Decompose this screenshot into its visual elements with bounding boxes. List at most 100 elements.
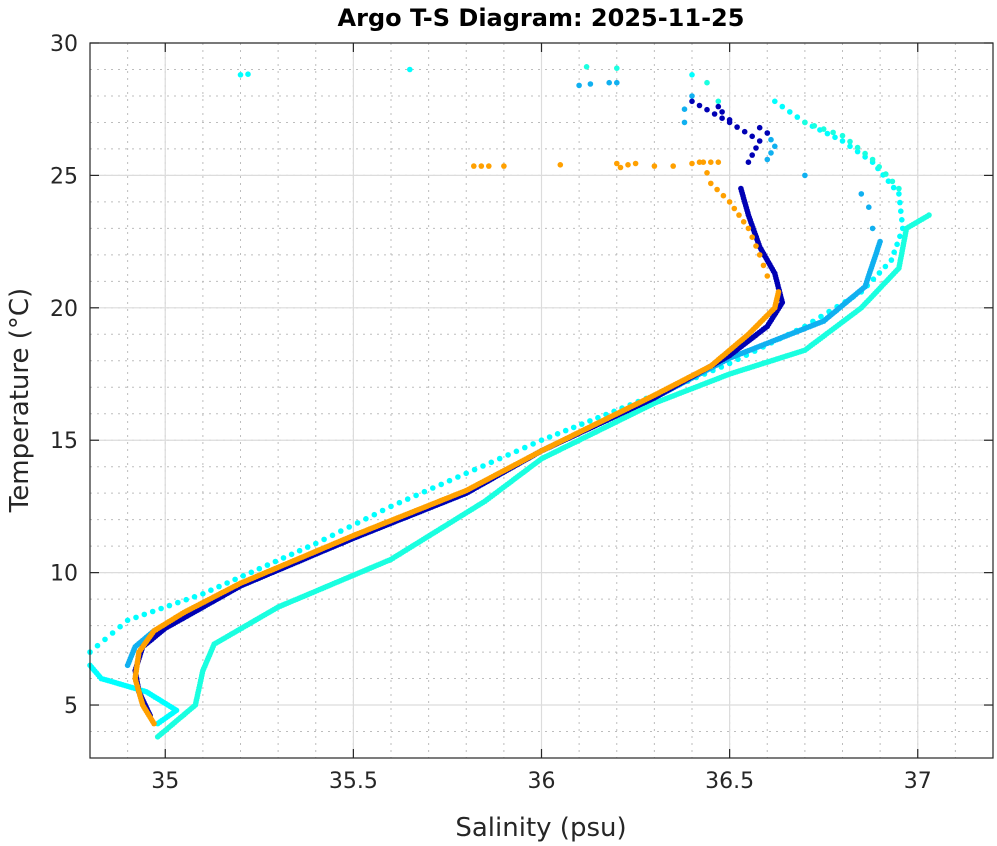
profile-dark-blue-point bbox=[741, 128, 748, 135]
profile-light-blue-point bbox=[877, 238, 883, 245]
profile-orange-point bbox=[670, 163, 676, 169]
x-tick-label: 36 bbox=[528, 769, 556, 794]
profile-cyan-a-point bbox=[166, 602, 173, 609]
profile-cyan-a-point bbox=[463, 470, 470, 477]
x-tick-label: 35 bbox=[151, 769, 179, 794]
profile-orange-point bbox=[775, 289, 782, 295]
profile-cyan-a-point bbox=[280, 555, 287, 561]
profile-cyan-a-point bbox=[404, 496, 411, 502]
profile-dark-blue-point bbox=[715, 103, 722, 110]
profile-cyan-a-point bbox=[175, 599, 181, 606]
profile-orange-point bbox=[617, 164, 624, 171]
profile-cyan-a-point bbox=[329, 532, 336, 539]
profile-cyan-a-point bbox=[876, 270, 883, 276]
profile-orange-point bbox=[689, 160, 695, 167]
profile-cyan-a-point bbox=[245, 71, 251, 77]
profile-light-blue-point bbox=[764, 156, 771, 163]
profile-cyan-a-point bbox=[496, 455, 503, 462]
x-tick-label: 37 bbox=[904, 769, 932, 794]
profile-cyan-a-point bbox=[288, 551, 295, 558]
profile-orange-point bbox=[478, 163, 485, 169]
profile-light-blue-point bbox=[768, 150, 774, 156]
profile-orange-point bbox=[753, 243, 759, 249]
profile-cyan-b-point bbox=[811, 123, 818, 129]
profile-dark-blue-point bbox=[726, 117, 733, 123]
profile-cyan-a-point bbox=[248, 569, 255, 576]
profile-cyan-b-point bbox=[876, 164, 882, 170]
profile-cyan-a-point bbox=[388, 503, 394, 510]
profile-cyan-a-point bbox=[191, 594, 198, 600]
profile-cyan-a-point bbox=[870, 276, 877, 283]
profile-cyan-a-point bbox=[772, 98, 778, 105]
profile-cyan-a-point bbox=[396, 499, 403, 506]
profile-orange-point bbox=[486, 163, 492, 169]
profile-dark-blue-point bbox=[719, 115, 725, 121]
profile-cyan-a-point bbox=[839, 138, 846, 144]
profile-orange-point bbox=[731, 205, 738, 212]
profile-cyan-a-point bbox=[133, 614, 139, 621]
profile-cyan-a-point bbox=[546, 434, 553, 440]
profile-cyan-a-point bbox=[313, 540, 319, 547]
profile-cyan-a-point bbox=[102, 636, 108, 643]
profile-light-blue-point bbox=[587, 81, 594, 87]
profile-orange-point bbox=[720, 192, 727, 199]
profile-cyan-a-point bbox=[141, 611, 148, 618]
profile-cyan-b-point bbox=[896, 185, 902, 192]
profile-light-blue-point bbox=[802, 172, 808, 179]
profile-orange-point bbox=[632, 160, 639, 167]
profile-orange-point bbox=[736, 212, 742, 218]
profile-orange-point bbox=[715, 159, 722, 165]
profile-light-blue-point bbox=[614, 79, 620, 86]
profile-cyan-b-point bbox=[704, 79, 710, 86]
profile-cyan-a-point bbox=[505, 452, 511, 458]
profile-cyan-a-point bbox=[240, 573, 246, 579]
profile-cyan-a-point bbox=[832, 134, 838, 141]
profile-cyan-b-point bbox=[847, 138, 853, 145]
chart-title: Argo T-S Diagram: 2025-11-25 bbox=[338, 4, 745, 32]
profile-cyan-a-point bbox=[595, 414, 601, 421]
profile-light-blue-point bbox=[869, 225, 876, 232]
profile-dark-blue-point bbox=[704, 106, 710, 113]
profile-cyan-a-point bbox=[338, 528, 344, 534]
profile-orange-point bbox=[471, 163, 477, 169]
profile-cyan-a-point bbox=[898, 208, 904, 214]
profile-cyan-a-point bbox=[579, 421, 585, 427]
axis-ticks: 35 35.5 36 36.5 37 5 10 15 20 25 30 bbox=[50, 32, 993, 794]
y-tick-label: 30 bbox=[50, 32, 78, 57]
profile-cyan-a-point bbox=[726, 360, 733, 367]
profile-orange-point bbox=[625, 162, 631, 168]
y-axis-label: Temperature (°C) bbox=[5, 288, 35, 513]
profile-cyan-a-point bbox=[882, 263, 889, 270]
profile-cyan-a-point bbox=[522, 444, 528, 451]
profile-cyan-b-point bbox=[869, 156, 876, 163]
profile-dark-blue-point bbox=[719, 109, 725, 115]
profile-orange-point bbox=[708, 159, 714, 165]
profile-cyan-a-point bbox=[413, 492, 419, 499]
profile-cyan-b-point bbox=[883, 171, 889, 177]
profile-cyan-b-point bbox=[839, 132, 846, 139]
profile-orange-point bbox=[745, 225, 752, 232]
profile-cyan-a-point bbox=[854, 148, 861, 155]
profile-cyan-a-point bbox=[894, 241, 900, 248]
profile-cyan-b-point bbox=[889, 178, 896, 185]
profile-cyan-a-point bbox=[371, 511, 378, 518]
profile-light-blue-point bbox=[768, 136, 774, 143]
profile-cyan-b-point bbox=[926, 212, 932, 218]
profile-cyan-a-point bbox=[779, 103, 786, 110]
profile-cyan-a-point bbox=[237, 72, 244, 78]
y-tick-label: 10 bbox=[50, 562, 78, 587]
profile-cyan-a-point bbox=[890, 184, 897, 191]
profile-cyan-a-point bbox=[899, 217, 905, 223]
profile-dark-blue-point bbox=[689, 98, 695, 105]
profile-cyan-a-point bbox=[272, 558, 279, 565]
profile-cyan-a-point bbox=[787, 109, 793, 115]
profile-light-blue-point bbox=[689, 93, 695, 99]
profile-cyan-a-point bbox=[379, 507, 386, 514]
profile-orange-point bbox=[614, 160, 620, 167]
profile-orange-point bbox=[749, 234, 755, 240]
profile-dark-blue-point bbox=[749, 152, 755, 158]
profile-orange-point bbox=[704, 170, 710, 176]
profile-cyan-a-point bbox=[224, 580, 230, 586]
profile-dark-blue-point bbox=[753, 145, 759, 151]
